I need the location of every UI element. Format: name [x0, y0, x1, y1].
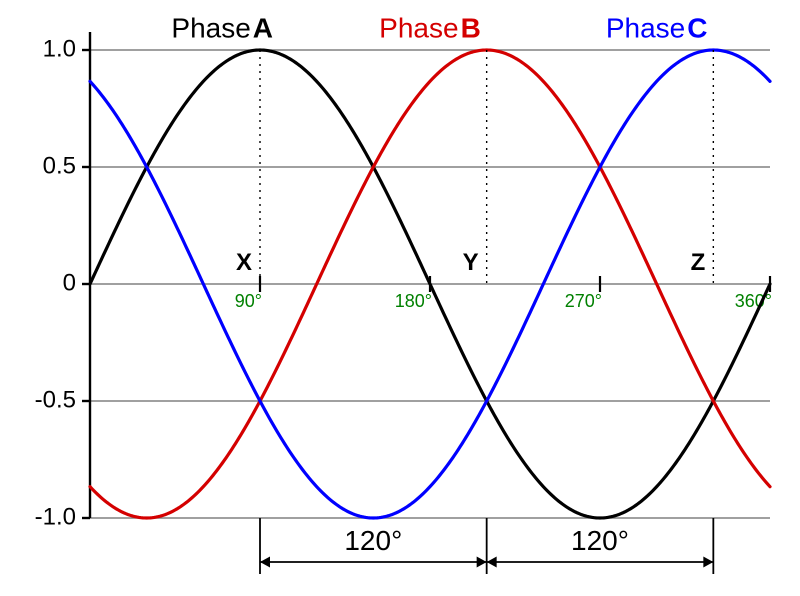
- legend-phaseA: PhaseA: [171, 12, 273, 43]
- x-tick-label: 90°: [235, 291, 262, 311]
- peak-marker-label-Y: Y: [463, 249, 479, 276]
- x-tick-label: 180°: [395, 291, 432, 311]
- span-label: 120°: [571, 525, 629, 556]
- legend-phaseC: PhaseC: [606, 12, 708, 43]
- peak-marker-label-X: X: [236, 249, 252, 276]
- y-tick-label: 0: [63, 269, 76, 296]
- y-tick-label: -0.5: [35, 386, 76, 413]
- y-tick-label: 1.0: [43, 35, 76, 62]
- three-phase-chart: 1.00.50-0.5-1.090°180°270°360°PhaseAPhas…: [0, 0, 800, 596]
- x-tick-label: 270°: [565, 291, 602, 311]
- peak-marker-label-Z: Z: [691, 249, 706, 276]
- legend-phaseB: PhaseB: [379, 12, 481, 43]
- y-tick-label: 0.5: [43, 152, 76, 179]
- y-tick-label: -1.0: [35, 503, 76, 530]
- span-label: 120°: [344, 525, 402, 556]
